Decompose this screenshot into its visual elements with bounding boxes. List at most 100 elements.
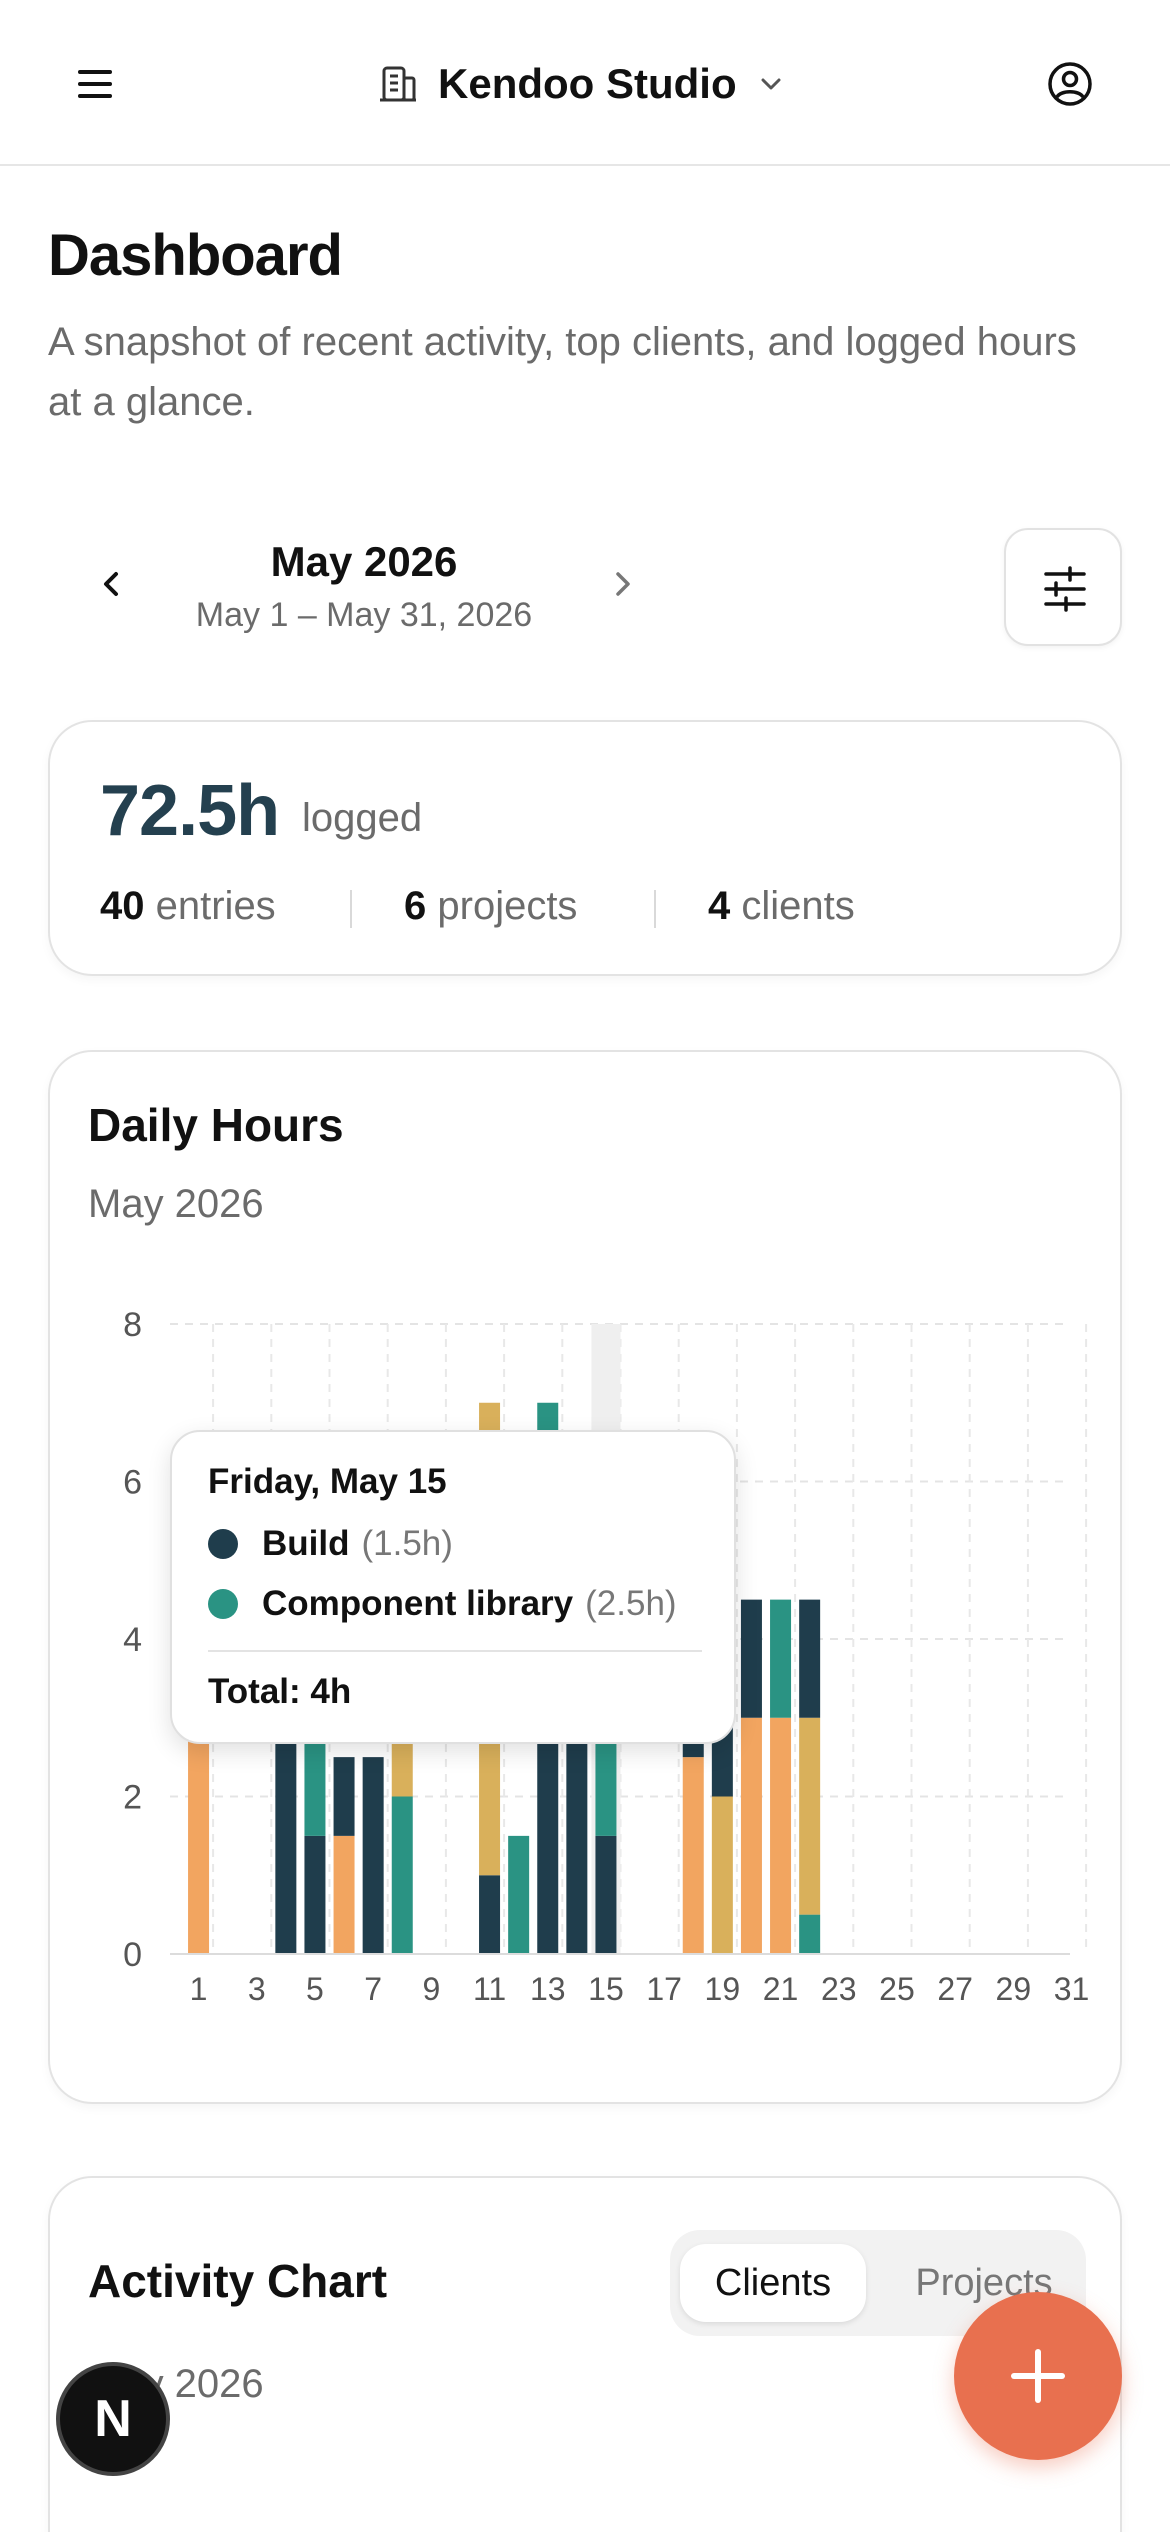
tooltip-item-name: Build — [262, 1524, 350, 1563]
period-range: May 1 – May 31, 2026 — [195, 596, 533, 634]
x-tick-label: 17 — [646, 1971, 682, 2007]
y-tick-label: 8 — [123, 1306, 142, 1344]
chart-bar-segment — [740, 1599, 762, 1718]
filter-button[interactable] — [1004, 528, 1122, 646]
x-tick-label: 15 — [588, 1971, 624, 2007]
chart-bar-segment — [799, 1914, 821, 1954]
summary-card: 72.5h logged 40 entries 6 projects 4 cli… — [48, 720, 1122, 976]
daily-hours-card: Daily Hours May 2026 0 2 4 6 8 1 3 5 7 9 11 13 15 17 1… — [48, 1050, 1122, 2104]
y-tick-label: 4 — [123, 1621, 142, 1659]
chart-bar-segment — [479, 1875, 501, 1954]
x-tick-label: 29 — [996, 1971, 1032, 2007]
daily-hours-subtitle: May 2026 — [88, 1182, 264, 1226]
chart-bar-segment — [595, 1835, 617, 1954]
chart-bar-segment — [508, 1835, 530, 1954]
app-header: Kendoo Studio — [0, 0, 1170, 166]
tooltip-item-name: Component library — [262, 1584, 574, 1623]
plus-icon — [1011, 2349, 1065, 2403]
next-period-button[interactable] — [600, 562, 644, 606]
x-tick-label: 21 — [763, 1971, 799, 2007]
x-tick-label: 3 — [248, 1971, 266, 2007]
chart-bar-segment — [770, 1717, 792, 1954]
sliders-icon — [1044, 566, 1086, 612]
chart-bar-segment — [537, 1717, 559, 1954]
menu-button[interactable] — [72, 64, 120, 104]
chart-bar-segment — [188, 1717, 210, 1954]
chart-bar-segment — [304, 1717, 326, 1836]
tab-clients[interactable]: Clients — [680, 2244, 866, 2322]
chevron-left-icon — [104, 572, 118, 596]
chart-bar-segment — [391, 1796, 413, 1954]
chart-bar-segment — [333, 1835, 355, 1954]
chart-bar-segment — [275, 1717, 297, 1954]
entries-label: entries — [155, 884, 276, 928]
chevron-right-icon — [616, 572, 630, 596]
chart-bar-segment — [799, 1717, 821, 1915]
tooltip-item-value: (2.5h) — [585, 1584, 677, 1623]
clients-label: clients — [741, 884, 855, 928]
chart-bar-segment — [740, 1717, 762, 1954]
tooltip-title: Friday, May 15 — [208, 1462, 447, 1501]
legend-dot — [208, 1529, 238, 1559]
workspace-switcher[interactable]: Kendoo Studio — [376, 56, 787, 112]
y-tick-label: 2 — [123, 1779, 142, 1817]
page-description: A snapshot of recent activity, top clien… — [48, 320, 1077, 424]
previous-period-button[interactable] — [90, 562, 134, 606]
chart-bar-segment — [304, 1835, 326, 1954]
x-tick-label: 11 — [473, 1971, 506, 2007]
tooltip-divider — [208, 1650, 702, 1652]
legend-dot — [208, 1589, 238, 1619]
chart-bar-segment — [799, 1599, 821, 1718]
projects-label: projects — [437, 884, 578, 928]
chart-bar-segment — [333, 1757, 355, 1836]
period-title: May 2026 — [270, 538, 458, 585]
stat-divider — [654, 890, 656, 928]
chevron-down-icon — [761, 78, 781, 90]
x-tick-label: 31 — [1054, 1971, 1090, 2007]
page-title: Dashboard — [48, 223, 343, 288]
chart-tooltip: Friday, May 15 Build (1.5h) Component li… — [170, 1430, 736, 1744]
x-tick-label: 19 — [705, 1971, 741, 2007]
total-hours: 72.5h — [100, 771, 280, 851]
tooltip-item: Build (1.5h) — [208, 1524, 453, 1564]
menu-icon — [78, 70, 112, 98]
user-circle-icon — [1048, 62, 1092, 106]
activity-segmented-control: Clients Projects — [670, 2230, 1086, 2336]
y-tick-label: 0 — [123, 1936, 142, 1974]
x-tick-label: 13 — [530, 1971, 566, 2007]
daily-hours-title: Daily Hours — [88, 1099, 344, 1151]
tooltip-item: Component library (2.5h) — [208, 1584, 677, 1624]
period-navigator: May 2026 May 1 – May 31, 2026 — [60, 526, 660, 646]
chart-bar-segment — [682, 1757, 704, 1954]
x-tick-label: 25 — [879, 1971, 915, 2007]
y-tick-label: 6 — [123, 1464, 142, 1502]
projects-count: 6 — [404, 884, 427, 928]
activity-chart-title: Activity Chart — [88, 2255, 388, 2307]
tooltip-total: Total: 4h — [208, 1672, 352, 1711]
total-hours-label: logged — [302, 796, 423, 840]
chart-bar-segment — [362, 1757, 384, 1954]
chart-bar-segment — [682, 1741, 704, 1758]
clients-stat: 4 clients — [708, 884, 855, 929]
x-tick-label: 7 — [364, 1971, 382, 2007]
x-tick-label: 27 — [937, 1971, 973, 2007]
stat-divider — [350, 890, 352, 928]
chart-bar-segment — [770, 1599, 792, 1718]
building-icon — [380, 66, 416, 102]
chart-bar-segment — [711, 1796, 733, 1954]
account-button[interactable] — [1046, 60, 1094, 108]
x-tick-label: 9 — [422, 1971, 440, 2007]
activity-chart-card: Activity Chart May 2026 Clients Projects — [48, 2176, 1122, 2532]
x-tick-label: 23 — [821, 1971, 857, 2007]
dev-tools-badge[interactable]: N — [56, 2362, 170, 2476]
add-entry-button[interactable] — [954, 2292, 1122, 2460]
clients-count: 4 — [708, 884, 731, 928]
tooltip-item-value: (1.5h) — [361, 1524, 453, 1563]
entries-count: 40 — [100, 884, 145, 928]
x-tick-label: 1 — [190, 1971, 208, 2007]
projects-stat: 6 projects — [404, 884, 577, 929]
entries-stat: 40 entries — [100, 884, 276, 929]
workspace-name: Kendoo Studio — [438, 60, 737, 107]
chart-bar-segment — [566, 1717, 588, 1954]
x-tick-label: 5 — [306, 1971, 324, 2007]
